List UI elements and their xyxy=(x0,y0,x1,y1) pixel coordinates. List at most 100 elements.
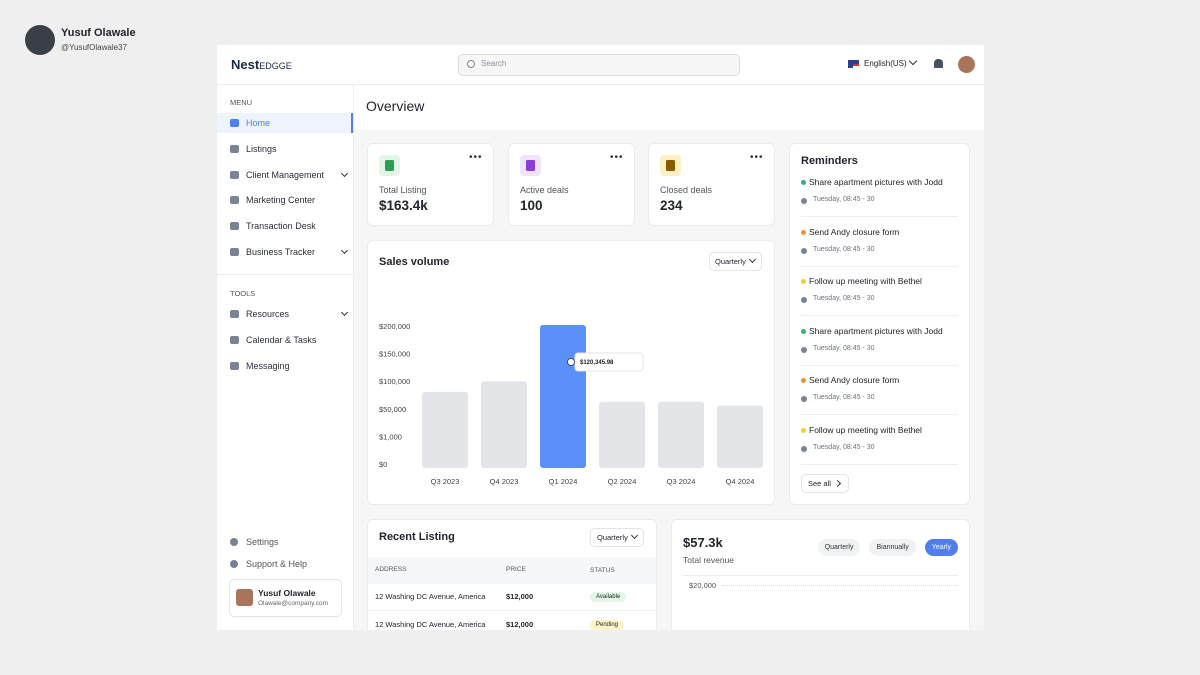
stat-value: $163.4k xyxy=(379,198,428,213)
reminder-text[interactable]: Send Andy closure form xyxy=(809,226,900,237)
nav-icon xyxy=(230,248,239,256)
page-title: Overview xyxy=(366,98,425,114)
reminder-divider xyxy=(801,364,958,366)
period-dropdown[interactable] xyxy=(709,252,762,271)
nav-item[interactable]: Listings xyxy=(246,143,277,154)
nav-item[interactable]: Support & Help xyxy=(246,558,308,569)
stat-icon xyxy=(385,160,394,171)
stat-label: Active deals xyxy=(520,185,569,195)
reminder-text[interactable]: Follow up meeting with Bethel xyxy=(809,276,922,287)
logo: NestEDGGE xyxy=(231,57,292,72)
nav-item[interactable]: Resources xyxy=(246,309,290,319)
bar xyxy=(717,405,763,468)
nav-item[interactable]: Home xyxy=(246,118,271,128)
y-tick-label: $1,000 xyxy=(379,432,402,441)
sidebar-divider xyxy=(217,274,353,275)
nav-item[interactable]: Calendar & Tasks xyxy=(246,334,317,345)
reminder-text[interactable]: Send Andy closure form xyxy=(809,375,900,386)
author-avatar xyxy=(25,25,55,55)
listing-period: Quarterly xyxy=(597,533,628,542)
flag xyxy=(848,60,859,68)
reminder-text[interactable]: Share apartment pictures with Jodd xyxy=(809,177,943,187)
search-box[interactable] xyxy=(458,54,740,76)
tooltip-box xyxy=(574,352,644,372)
header-border xyxy=(217,84,984,85)
tooltip-pointer xyxy=(567,358,575,366)
nav-icon xyxy=(230,310,239,318)
period-tab[interactable]: Yearly xyxy=(924,539,958,556)
reminder-text[interactable]: Follow up meeting with Bethel xyxy=(809,425,922,435)
reminder-dot xyxy=(801,428,806,433)
bar xyxy=(422,391,468,468)
bar xyxy=(540,325,586,468)
reminder-time: Tuesday, 08:45 - 30 xyxy=(813,394,875,402)
more-button[interactable]: ••• xyxy=(469,152,483,163)
author-name: Yusuf Olawale xyxy=(61,27,136,39)
x-tick-label: Q3 2023 xyxy=(431,477,460,486)
reminder-dot xyxy=(801,328,806,334)
nav-icon xyxy=(230,538,238,546)
active-bg xyxy=(217,113,353,133)
reminder-divider xyxy=(801,464,958,465)
search-icon xyxy=(467,60,475,68)
y-tick-label: $0 xyxy=(379,460,387,469)
reminders-title: Reminders xyxy=(801,155,858,167)
reminders-card xyxy=(789,143,970,505)
period-tab[interactable]: Quarterly xyxy=(817,539,861,556)
row-divider xyxy=(368,638,656,639)
listing-dropdown[interactable] xyxy=(590,528,644,547)
clock-icon xyxy=(801,297,807,304)
listing-title: Recent Listing xyxy=(379,531,455,543)
user-card[interactable] xyxy=(229,579,342,617)
y-tick-label: $100,000 xyxy=(379,377,410,386)
tools-title: TOOLS xyxy=(230,289,256,298)
reminder-time: Tuesday, 08:45 - 30 xyxy=(813,344,875,352)
language[interactable]: English(US) xyxy=(864,59,907,68)
revenue-gridline xyxy=(722,585,958,586)
more-button[interactable]: ••• xyxy=(610,152,624,163)
stat-value: 234 xyxy=(660,198,683,213)
nav-item[interactable]: Marketing Center xyxy=(246,195,316,206)
nav-icon xyxy=(230,119,239,127)
bell-icon[interactable] xyxy=(934,59,943,68)
column-header: PRICE xyxy=(506,566,526,573)
reminder-dot xyxy=(801,279,806,285)
logo-suffix: EDGGE xyxy=(259,61,292,71)
nav-item[interactable]: Business Tracker xyxy=(246,247,316,257)
x-tick-label: Q4 2023 xyxy=(490,477,519,486)
x-tick-label: Q4 2024 xyxy=(726,477,755,486)
user-avatar xyxy=(236,589,253,606)
price: $12,000 xyxy=(506,620,534,629)
status-badge: Available xyxy=(590,592,627,602)
period-tab[interactable]: Biannually xyxy=(869,539,916,556)
more-button[interactable]: ••• xyxy=(750,152,764,163)
user-name: Yusuf Olawale xyxy=(258,588,316,598)
nav-item[interactable]: Settings xyxy=(246,537,279,547)
column-header: STATUS xyxy=(590,567,615,574)
author-handle: @YusufOlawale37 xyxy=(61,43,127,52)
y-tick-label: $150,000 xyxy=(379,350,410,359)
reminder-time: Tuesday, 08:45 - 30 xyxy=(813,196,875,203)
bar xyxy=(481,381,527,468)
reminder-text[interactable]: Share apartment pictures with Jodd xyxy=(809,325,943,336)
nav-icon xyxy=(230,196,239,205)
column-header: ADDRESS xyxy=(375,566,407,573)
stat-label: Closed deals xyxy=(660,185,713,195)
see-all: See all xyxy=(808,479,831,488)
chart: $0 $1,000 $50,000 $100,000 $150,000 $200,000 Q… xyxy=(379,322,763,486)
price: $12,000 xyxy=(506,592,534,601)
nav-item[interactable]: Transaction Desk xyxy=(246,221,316,232)
nav-item[interactable]: Client Management xyxy=(246,169,325,180)
revenue-card xyxy=(671,519,970,630)
see-all-button[interactable] xyxy=(801,474,849,493)
x-tick-label: Q1 2024 xyxy=(549,477,578,486)
reminder-dot xyxy=(801,180,806,185)
reminder-dot xyxy=(801,378,806,384)
nav-item[interactable]: Messaging xyxy=(246,360,290,371)
revenue-tabs: Quarterly Biannually Yearly xyxy=(817,539,958,556)
logo-main: Nest xyxy=(231,57,260,72)
header-avatar[interactable] xyxy=(958,56,975,73)
address: 12 Washing DC Avenue, America xyxy=(375,592,486,601)
